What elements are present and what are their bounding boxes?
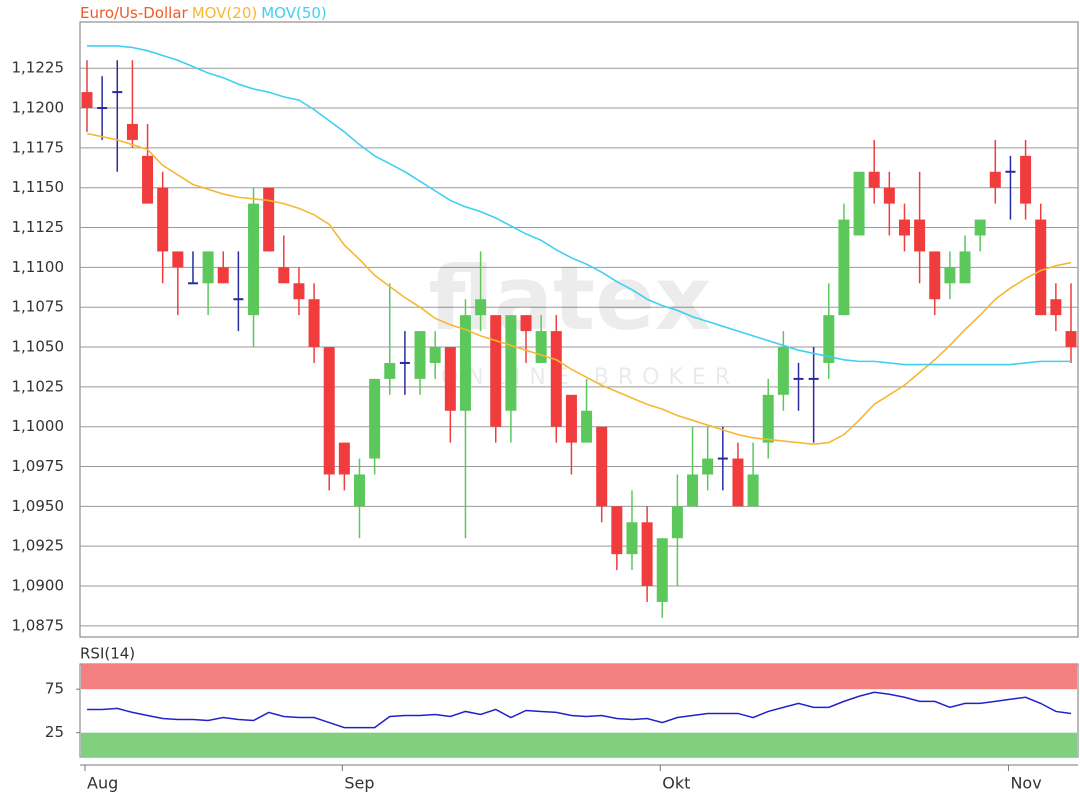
candle-body	[596, 426, 608, 507]
candle-body	[520, 315, 532, 332]
moving-average	[87, 45, 1071, 366]
candle-body	[868, 171, 880, 188]
candle-body	[414, 331, 426, 379]
candle-body	[490, 315, 502, 427]
candle-body	[157, 187, 169, 252]
candle-body	[1035, 219, 1047, 316]
y-tick-label: 75	[45, 680, 64, 698]
candle-body	[853, 171, 865, 236]
candle-body	[838, 219, 850, 316]
y-tick-label: 1,0925	[12, 537, 65, 555]
candle-body	[278, 267, 290, 284]
candle-body	[671, 506, 683, 539]
y-tick-label: 1,1175	[12, 138, 65, 156]
candle-body	[581, 410, 593, 443]
candle-body	[611, 506, 623, 555]
candle-body	[142, 155, 154, 204]
marks: 1,0875 1,0900 1,0925 1,0950 1,0975 1,1000 1,10…	[12, 45, 1078, 793]
candle-body	[626, 522, 638, 555]
candle-body	[308, 299, 320, 348]
candle-body	[732, 458, 744, 507]
candle-body	[777, 347, 789, 395]
y-tick-label: 1,0875	[12, 616, 65, 634]
chart-title: Euro/Us-Dollar MOV(20) MOV(50)	[80, 4, 327, 22]
legend-entry: MOV(20)	[192, 4, 258, 22]
candle-body	[535, 331, 547, 363]
candle-body	[823, 315, 835, 363]
candle-body	[353, 474, 365, 507]
candle-body	[263, 187, 275, 252]
watermark: flatex	[428, 247, 711, 350]
watermark: ONLINE BROKER	[441, 365, 739, 390]
plot-area	[79, 21, 1079, 638]
y-tick-label: 25	[45, 723, 64, 741]
y-tick-label: 1,1050	[12, 338, 65, 356]
candle-body	[384, 362, 396, 379]
candle-body	[944, 267, 956, 284]
legend-entry: MOV(50)	[261, 4, 327, 22]
candle-body	[429, 347, 441, 363]
candle-body	[1020, 155, 1032, 204]
x-tick-label: Nov	[1010, 774, 1041, 793]
y-tick-label: 1,1150	[12, 178, 65, 196]
candle-body	[217, 267, 229, 284]
candle-body	[550, 331, 562, 427]
candle-body	[898, 219, 910, 236]
candle-body	[641, 522, 653, 587]
x-tick-label: Aug	[87, 774, 118, 793]
y-tick-label: 1,1000	[12, 417, 65, 435]
overbought-band	[81, 664, 1077, 690]
rsi-line	[87, 691, 1072, 729]
candle-body	[202, 251, 214, 284]
candle-body	[702, 458, 714, 475]
y-tick-label: 1,1125	[12, 218, 65, 236]
y-tick-label: 1,0950	[12, 497, 65, 515]
candle-body	[505, 315, 517, 411]
candle-body	[762, 394, 774, 443]
candle-body	[475, 299, 487, 316]
candle-body	[323, 347, 335, 475]
x-tick-label: Okt	[662, 774, 690, 793]
candle-body	[687, 474, 699, 507]
candle-body	[338, 442, 350, 475]
title: Euro/Us-Dollar	[80, 4, 189, 22]
candle-body	[81, 92, 93, 109]
y-tick-label: 1,1025	[12, 377, 65, 395]
rsi-label: RSI(14)	[80, 645, 135, 663]
candle-body	[989, 171, 1001, 188]
candle-body	[565, 394, 577, 443]
candle-body	[444, 347, 456, 411]
candle-body	[1050, 299, 1062, 316]
candle-body	[369, 378, 381, 459]
moving-average	[86, 132, 1072, 446]
candle-body	[293, 283, 305, 300]
y-tick-label: 1,1075	[12, 298, 65, 316]
y-tick-label: 1,1100	[12, 258, 65, 276]
y-tick-label: 1,0900	[12, 577, 65, 595]
x-tick-label: Sep	[344, 774, 374, 793]
candle-body	[126, 123, 138, 140]
candle-body	[914, 219, 926, 252]
candle-body	[172, 251, 184, 268]
candle-body	[959, 251, 971, 284]
y-tick-label: 1,1200	[12, 99, 65, 117]
oversold-band	[81, 732, 1077, 757]
candle-body	[656, 538, 668, 602]
candle-body	[929, 251, 941, 300]
candle-body	[883, 187, 895, 204]
y-tick-label: 1,1225	[12, 59, 65, 77]
candle-body	[248, 203, 260, 316]
candle-body	[1065, 331, 1077, 348]
candle-body	[747, 474, 759, 507]
y-tick-label: 1,0975	[12, 457, 65, 475]
candle-body	[459, 315, 471, 411]
candle-body	[974, 219, 986, 236]
